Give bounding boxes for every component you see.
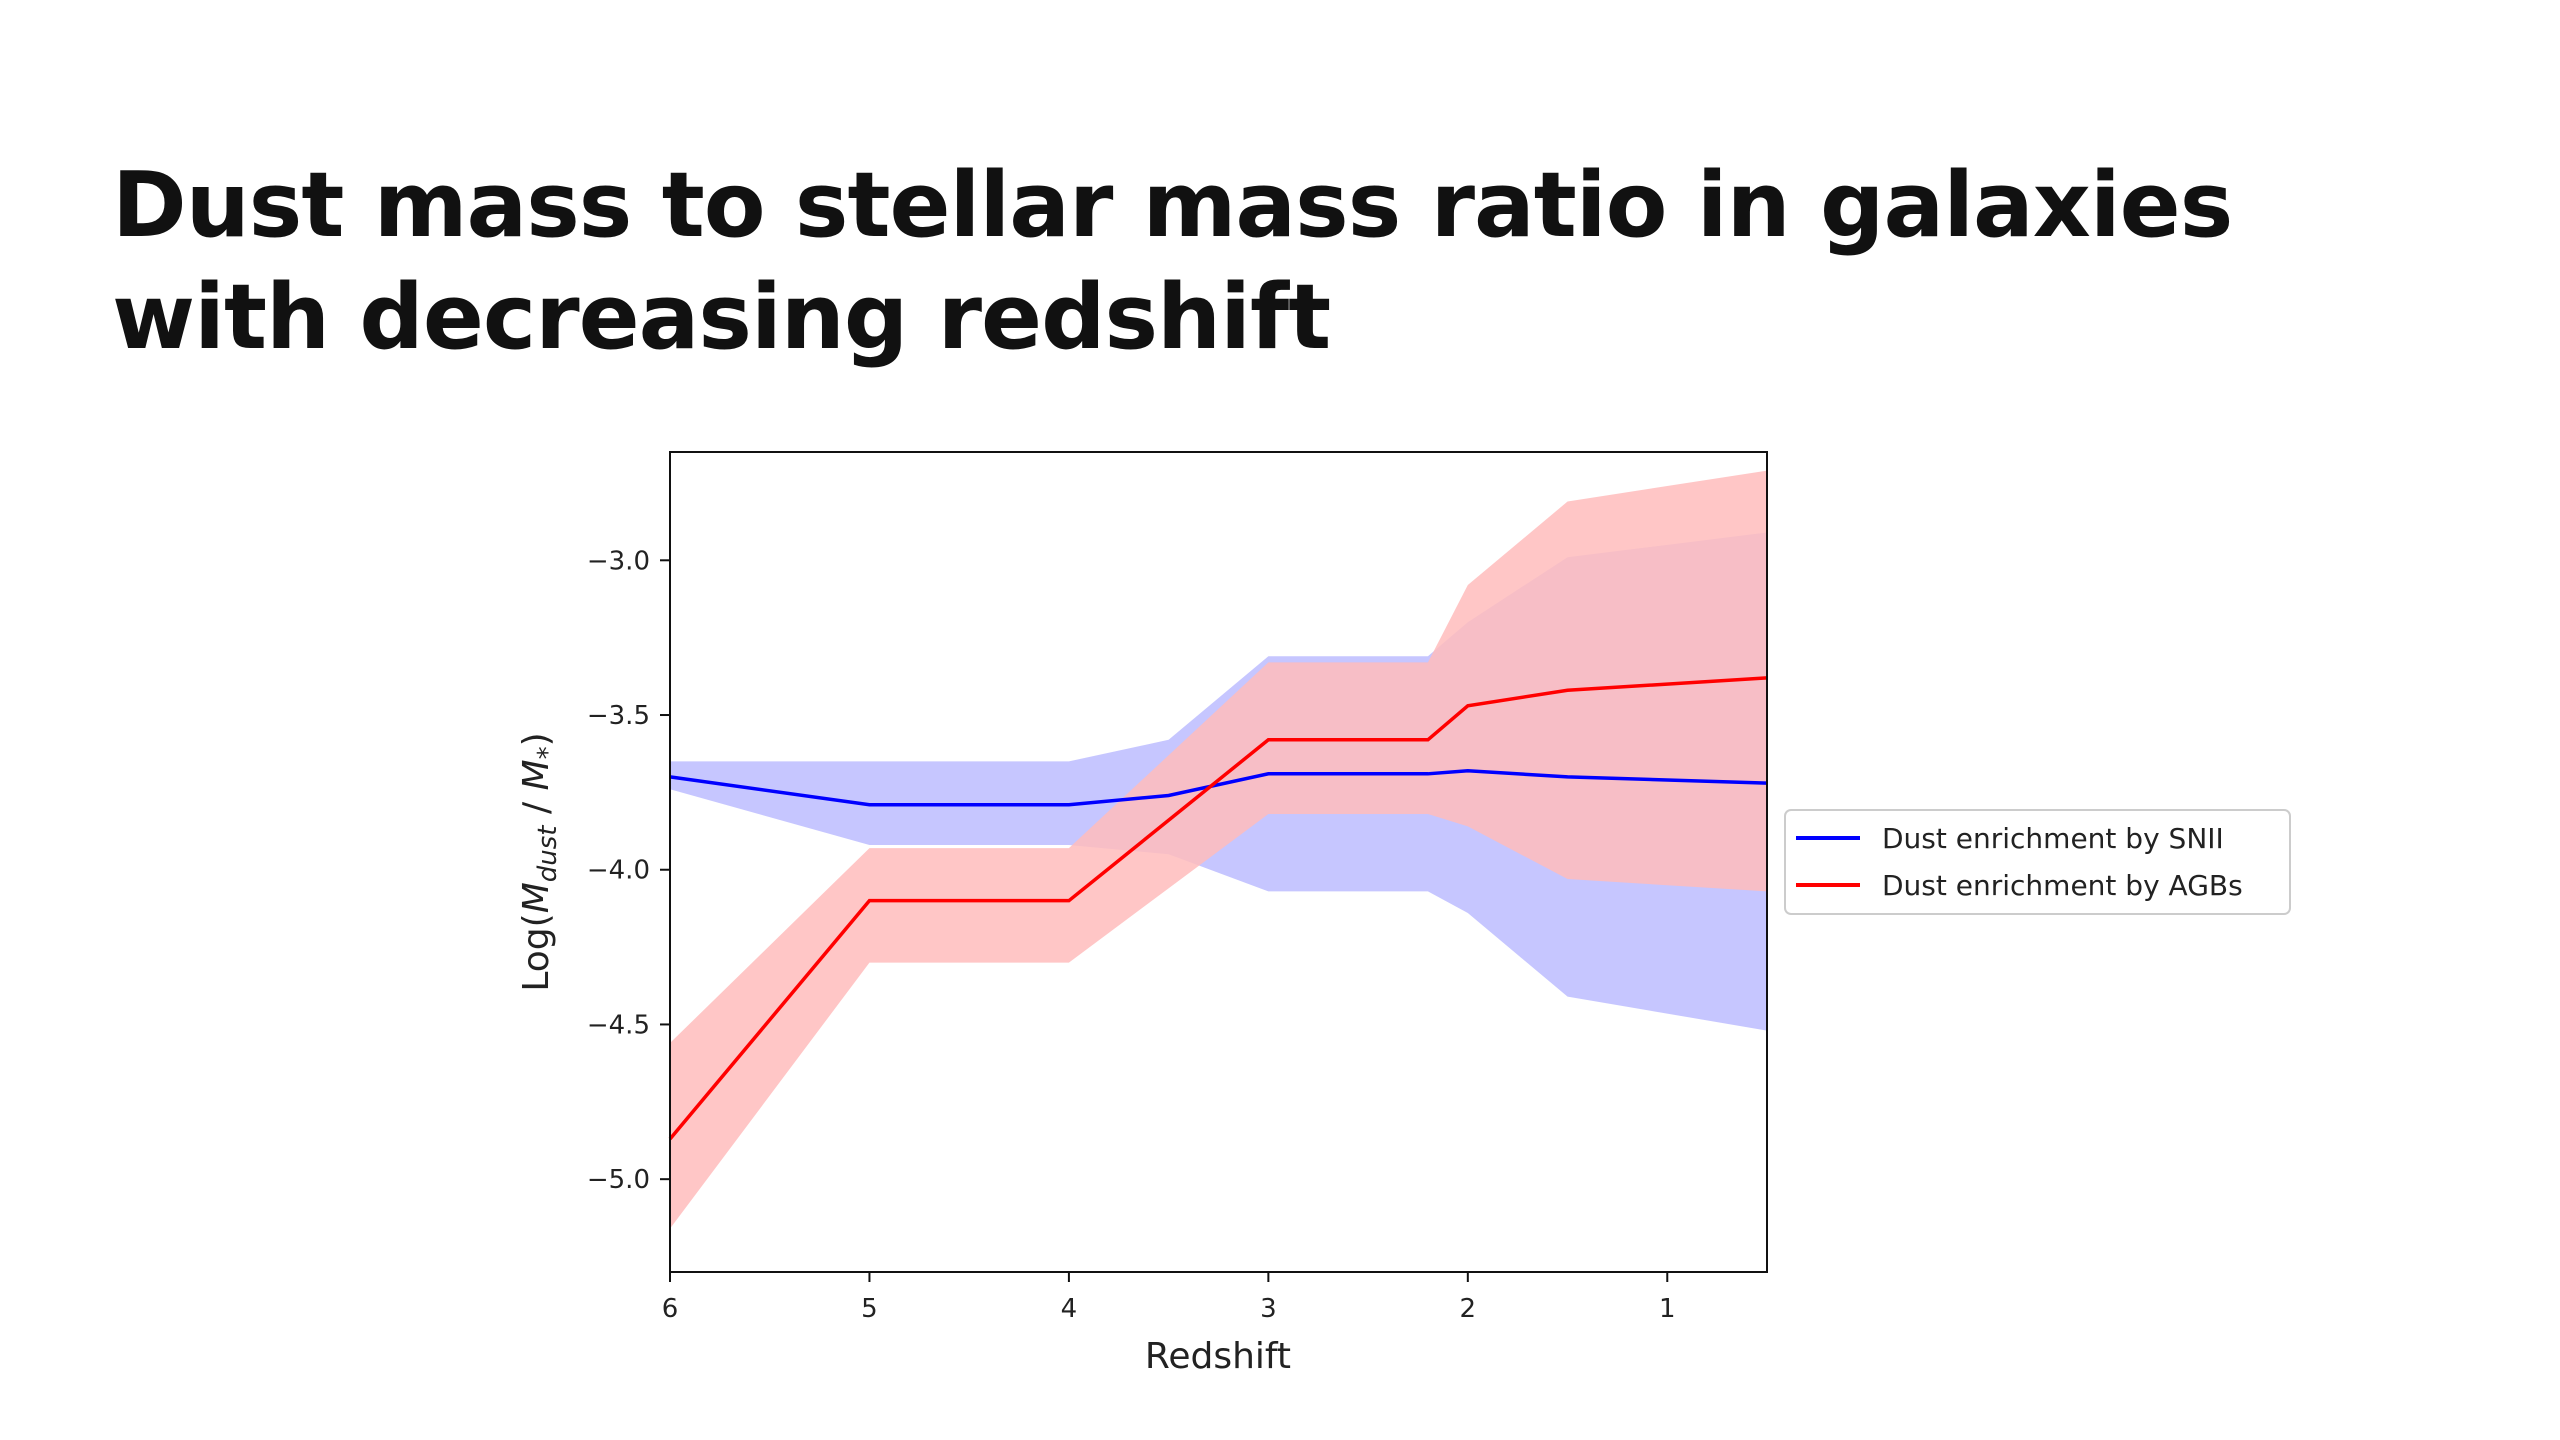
y-axis-label: Log(Mdust / M*) — [516, 732, 563, 991]
x-tick-label: 3 — [1260, 1294, 1277, 1324]
series-lines — [668, 676, 1768, 1141]
y-label-suffix: ) — [516, 732, 557, 746]
y-label-sub2: * — [533, 746, 563, 759]
y-label-m2: M — [516, 759, 557, 790]
slide-title: Dust mass to stellar mass ratio in galax… — [112, 153, 2233, 370]
legend-label-agbs: Dust enrichment by AGBs — [1882, 869, 2243, 902]
y-tick-label: −4.5 — [587, 1010, 650, 1040]
y-label-prefix: Log( — [516, 913, 557, 991]
y-label-sub1: dust — [533, 825, 563, 883]
x-tick-label: 6 — [662, 1294, 679, 1324]
y-tick-label: −5.0 — [587, 1165, 650, 1195]
y-tick-label: −4.0 — [587, 856, 650, 886]
y-label-sep: / — [516, 790, 557, 825]
x-tick-label: 1 — [1659, 1294, 1676, 1324]
y-label-m1: M — [516, 882, 557, 913]
band-agbs — [670, 470, 1767, 1229]
line-agbs — [668, 676, 1768, 1141]
x-tick-label: 2 — [1460, 1294, 1477, 1324]
chart-legend: Dust enrichment by SNII Dust enrichment … — [1784, 809, 2291, 915]
line-snii — [669, 768, 1768, 807]
uncertainty-bands — [670, 470, 1767, 1229]
x-axis-ticks: 6 5 4 3 2 1 — [662, 1272, 1676, 1324]
legend-box — [1784, 809, 2291, 915]
x-tick-label: 5 — [861, 1294, 878, 1324]
x-tick-label: 4 — [1061, 1294, 1078, 1324]
y-axis-ticks: −3.0 −3.5 −4.0 −4.5 −5.0 — [587, 546, 670, 1195]
plot-frame — [669, 451, 1768, 1273]
legend-label-snii: Dust enrichment by SNII — [1882, 822, 2224, 855]
y-tick-label: −3.5 — [587, 701, 650, 731]
x-axis-label: Redshift — [1145, 1336, 1291, 1377]
y-tick-label: −3.0 — [587, 546, 650, 576]
